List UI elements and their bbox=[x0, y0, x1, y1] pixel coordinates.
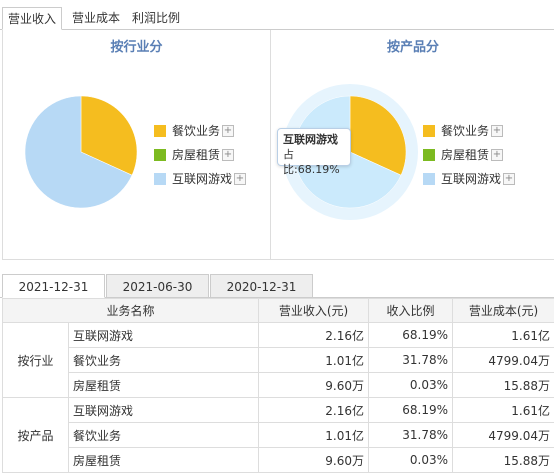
legend-swatch bbox=[423, 173, 435, 185]
expand-plus-icon[interactable]: + bbox=[222, 125, 234, 137]
table-row: 餐饮业务 1.01亿 31.78% 4799.04万 bbox=[3, 347, 554, 373]
legend-label: 房屋租赁 bbox=[441, 148, 490, 162]
row-name: 餐饮业务 bbox=[67, 422, 260, 448]
industry-panel: 按行业分 餐饮业务 + 房屋租赁 + 互联网游戏 + bbox=[3, 30, 271, 259]
row-ratio: 0.03% bbox=[368, 372, 454, 398]
header-cost: 营业成本(元) bbox=[452, 298, 554, 323]
industry-legend: 餐饮业务 + 房屋租赁 + 互联网游戏 + bbox=[154, 123, 264, 193]
industry-pie-chart[interactable] bbox=[3, 30, 271, 259]
legend-label: 互联网游戏 bbox=[172, 172, 233, 186]
table-row: 房屋租赁 9.60万 0.03% 15.88万 bbox=[3, 447, 554, 473]
tab-2020-12-31[interactable]: 2020-12-31 bbox=[210, 274, 313, 298]
pie-slice-0[interactable] bbox=[80, 95, 138, 176]
row-name: 餐饮业务 bbox=[67, 347, 260, 373]
legend-swatch bbox=[154, 125, 166, 137]
tab-revenue[interactable]: 营业收入 bbox=[2, 7, 62, 30]
row-cost: 4799.04万 bbox=[452, 347, 554, 373]
row-cost: 15.88万 bbox=[452, 447, 554, 473]
legend-swatch bbox=[423, 125, 435, 137]
expand-plus-icon[interactable]: + bbox=[503, 173, 515, 185]
expand-plus-icon[interactable]: + bbox=[234, 173, 246, 185]
header-business-name: 业务名称 bbox=[1, 298, 260, 323]
date-tab-bar: 2021-12-31 2021-06-30 2020-12-31 bbox=[0, 270, 554, 298]
row-revenue: 2.16亿 bbox=[258, 322, 370, 348]
pie-slice-0[interactable] bbox=[349, 95, 407, 176]
row-revenue: 9.60万 bbox=[258, 372, 370, 398]
group-label-industry: 按行业 bbox=[2, 322, 69, 398]
tab-profit-ratio[interactable]: 利润比例 bbox=[131, 11, 180, 25]
pie-slice-2[interactable] bbox=[24, 95, 133, 209]
product-chart-title: 按产品分 bbox=[386, 40, 439, 55]
row-name: 互联网游戏 bbox=[67, 397, 260, 423]
legend-label: 餐饮业务 bbox=[441, 124, 490, 138]
legend-label: 房屋租赁 bbox=[172, 148, 221, 162]
business-breakdown-table: 业务名称 营业收入(元) 收入比例 营业成本(元) 按行业 互联网游戏 2.16… bbox=[1, 298, 554, 473]
row-name: 互联网游戏 bbox=[67, 322, 260, 348]
table-row: 按行业 互联网游戏 2.16亿 68.19% 1.61亿 bbox=[2, 322, 554, 398]
legend-swatch bbox=[154, 173, 166, 185]
tooltip-title: 互联网游戏 bbox=[283, 133, 338, 146]
industry-chart-title: 按行业分 bbox=[110, 40, 163, 55]
row-cost: 1.61亿 bbox=[452, 397, 554, 423]
expand-plus-icon[interactable]: + bbox=[222, 149, 234, 161]
table-row: 房屋租赁 9.60万 0.03% 15.88万 bbox=[3, 372, 554, 398]
tab-cost[interactable]: 营业成本 bbox=[71, 11, 120, 25]
row-name: 房屋租赁 bbox=[67, 372, 260, 398]
tooltip-value: 占比:68.19% bbox=[283, 148, 340, 176]
header-ratio: 收入比例 bbox=[368, 298, 454, 323]
row-revenue: 1.01亿 bbox=[258, 422, 370, 448]
row-ratio: 68.19% bbox=[368, 322, 454, 348]
row-revenue: 1.01亿 bbox=[258, 347, 370, 373]
header-revenue: 营业收入(元) bbox=[258, 298, 370, 323]
expand-plus-icon[interactable]: + bbox=[491, 125, 503, 137]
pie-tooltip: 互联网游戏 占比:68.19% bbox=[277, 128, 351, 176]
row-ratio: 31.78% bbox=[368, 422, 454, 448]
table-row: 按产品 互联网游戏 2.16亿 68.19% 1.61亿 bbox=[2, 397, 554, 473]
table-header-row: 业务名称 营业收入(元) 收入比例 营业成本(元) bbox=[1, 298, 554, 323]
row-revenue: 2.16亿 bbox=[258, 397, 370, 423]
product-legend: 餐饮业务 + 房屋租赁 + 互联网游戏 + bbox=[423, 123, 548, 193]
legend-swatch bbox=[423, 149, 435, 161]
group-label-product: 按产品 bbox=[2, 397, 69, 473]
legend-label: 互联网游戏 bbox=[441, 172, 502, 186]
expand-plus-icon[interactable]: + bbox=[491, 149, 503, 161]
legend-swatch bbox=[154, 149, 166, 161]
row-name: 房屋租赁 bbox=[67, 447, 260, 473]
top-tab-bar: 营业收入 营业成本 利润比例 bbox=[0, 0, 554, 30]
row-cost: 15.88万 bbox=[452, 372, 554, 398]
row-revenue: 9.60万 bbox=[258, 447, 370, 473]
row-cost: 1.61亿 bbox=[452, 322, 554, 348]
tab-2021-12-31[interactable]: 2021-12-31 bbox=[2, 274, 105, 298]
tab-2021-06-30[interactable]: 2021-06-30 bbox=[106, 274, 209, 298]
row-cost: 4799.04万 bbox=[452, 422, 554, 448]
row-ratio: 31.78% bbox=[368, 347, 454, 373]
row-ratio: 0.03% bbox=[368, 447, 454, 473]
row-ratio: 68.19% bbox=[368, 397, 454, 423]
table-row: 餐饮业务 1.01亿 31.78% 4799.04万 bbox=[3, 422, 554, 448]
legend-label: 餐饮业务 bbox=[172, 124, 221, 138]
